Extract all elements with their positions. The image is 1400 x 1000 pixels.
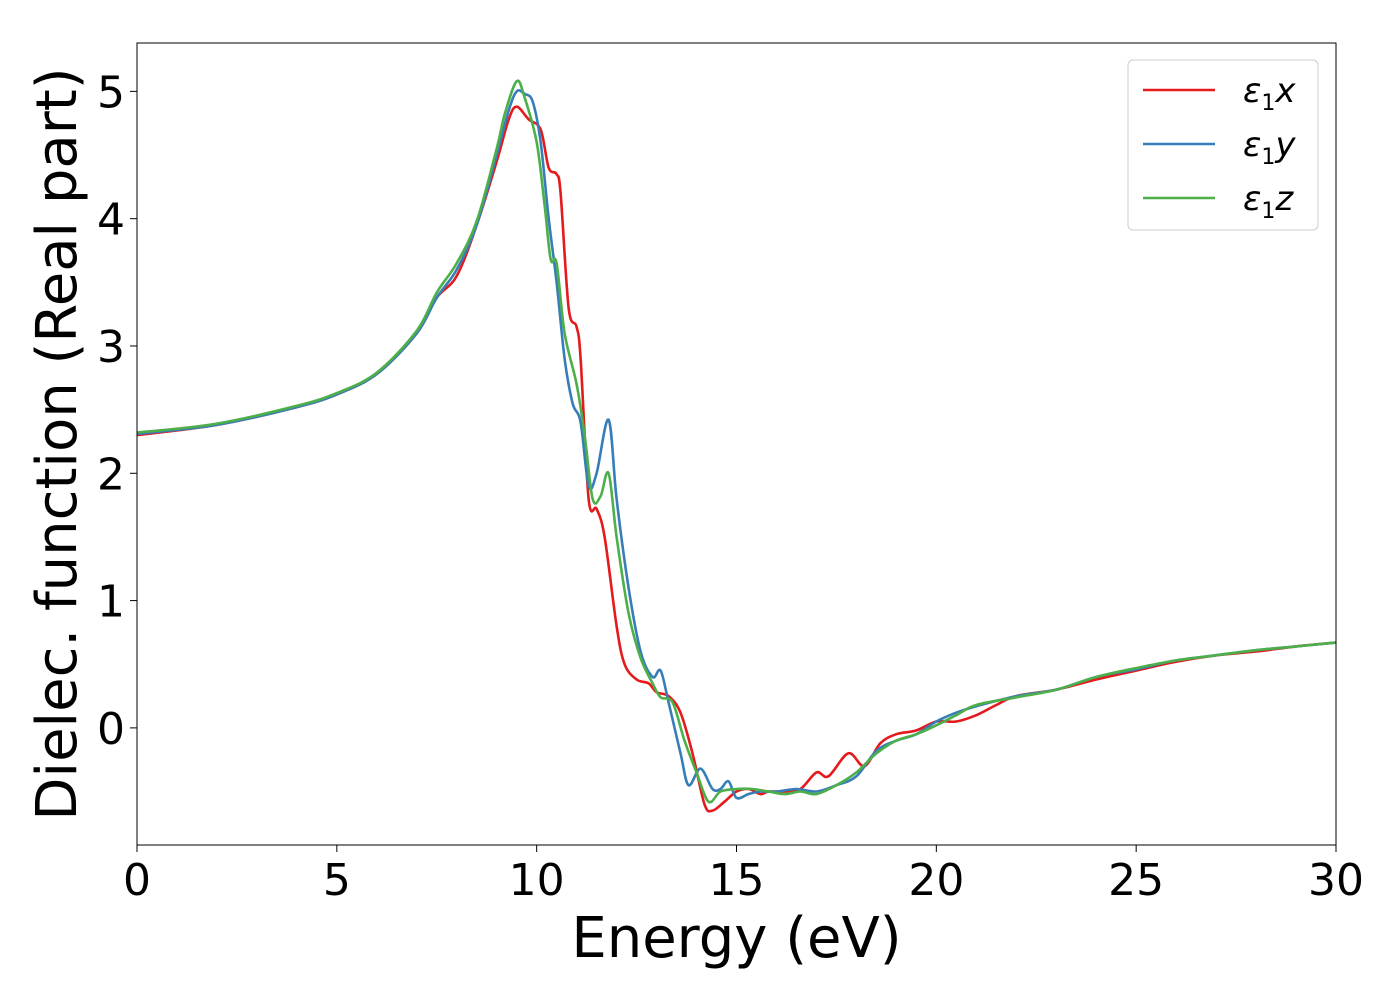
legend-label-z: ε1z — [1243, 179, 1294, 224]
y-tick-label: 1 — [97, 577, 125, 628]
legend: ε1x ε1y ε1z — [1127, 59, 1319, 231]
series-line-x — [136, 105, 1337, 813]
x-tick-label: 20 — [908, 855, 964, 906]
x-tick-label: 10 — [509, 855, 565, 906]
series-line-z — [136, 79, 1337, 804]
x-tick-label: 15 — [709, 855, 765, 906]
x-tick-label: 30 — [1308, 855, 1364, 906]
x-axis: 0 5 10 15 20 25 30 — [123, 845, 1364, 906]
y-tick-label: 5 — [97, 67, 125, 118]
y-tick-label: 0 — [97, 704, 125, 755]
x-axis-title: Energy (eV) — [571, 906, 901, 971]
series-line-y — [136, 89, 1337, 800]
y-axis: 0 1 2 3 4 5 — [97, 67, 137, 755]
legend-label-y: ε1y — [1243, 125, 1296, 170]
y-tick-label: 3 — [97, 322, 125, 373]
x-tick-label: 25 — [1108, 855, 1164, 906]
legend-box — [1127, 59, 1319, 231]
x-tick-label: 5 — [323, 855, 351, 906]
y-tick-label: 2 — [97, 449, 125, 500]
y-axis-title: Dielec. function (Real part) — [25, 67, 90, 820]
legend-label-x: ε1x — [1243, 71, 1296, 116]
plot-lines — [136, 79, 1337, 813]
y-tick-label: 4 — [97, 195, 125, 246]
x-tick-label: 0 — [123, 855, 151, 906]
